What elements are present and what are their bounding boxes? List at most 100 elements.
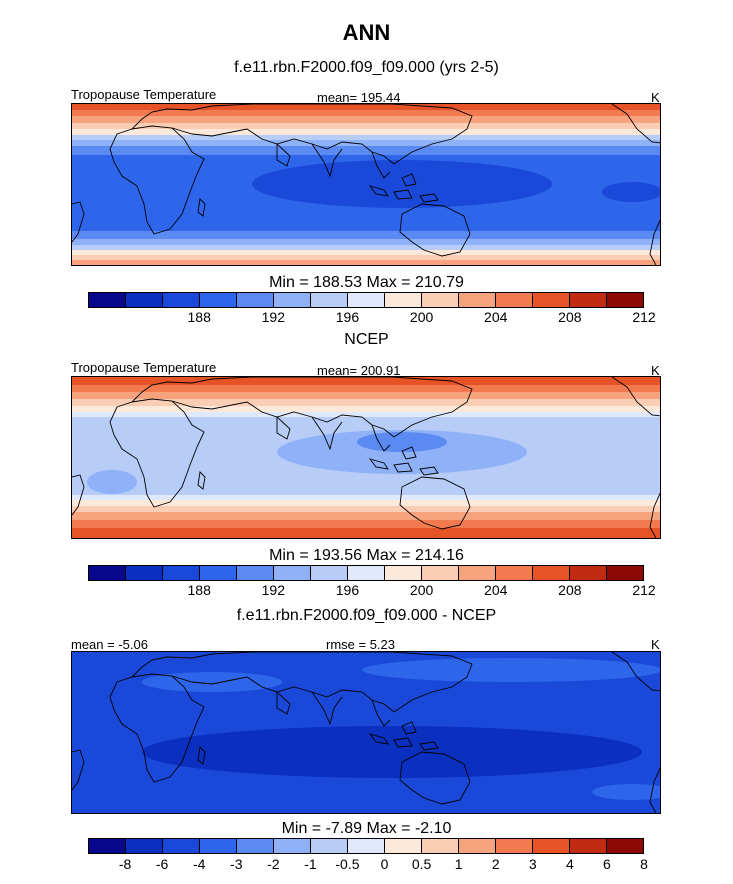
colorbar-temp-2 — [88, 565, 644, 581]
colorbar-tick-label: -0.5 — [335, 856, 360, 872]
contour-region — [87, 470, 137, 494]
contour-band — [72, 146, 660, 156]
coastline — [611, 652, 660, 813]
main-title: ANN — [342, 20, 391, 45]
contour-region — [357, 432, 447, 452]
coastline — [368, 185, 389, 197]
coastline — [419, 193, 439, 203]
coastline — [419, 466, 439, 476]
colorbar-swatch — [570, 839, 607, 853]
colorbar-tick-label: 208 — [558, 309, 582, 325]
coastline — [197, 198, 206, 217]
colorbar-swatch — [607, 566, 643, 580]
contour-band — [72, 250, 660, 256]
colorbar-tick-label: 208 — [558, 582, 582, 598]
colorbar-temp-1 — [88, 292, 644, 308]
colorbar-swatch — [89, 566, 126, 580]
colorbar-tick-label: 0.5 — [411, 856, 432, 872]
colorbar-tick-label: 200 — [409, 309, 434, 325]
colorbar-swatch — [274, 566, 311, 580]
panel3-stats: Min = -7.89 Max = -2.10 — [281, 820, 452, 837]
contour-band — [72, 116, 660, 124]
colorbar-swatch — [237, 566, 274, 580]
colorbar-swatch — [348, 293, 385, 307]
coastline — [131, 104, 473, 165]
colorbar-swatch — [385, 839, 422, 853]
panel2-map — [71, 376, 661, 539]
panel1-units: K — [651, 90, 660, 105]
colorbar-tick-label: 2 — [491, 856, 500, 872]
coastline — [368, 733, 389, 745]
colorbar-swatch — [348, 566, 385, 580]
colorbar-tick-label: 8 — [640, 856, 648, 872]
coastline — [276, 415, 291, 440]
colorbar-swatch — [274, 293, 311, 307]
contour-band — [72, 406, 660, 413]
coastline — [368, 458, 389, 470]
contour-region — [602, 182, 660, 202]
coastline — [276, 142, 291, 167]
colorbar-swatch — [89, 839, 126, 853]
colorbar-tick-label: 0 — [380, 856, 389, 872]
contour-band — [72, 500, 660, 507]
colorbar-swatch — [422, 839, 459, 853]
coastline — [72, 474, 85, 516]
coastline — [72, 201, 85, 243]
colorbar-tick-label: 1 — [454, 856, 463, 872]
colorbar-swatch — [163, 566, 200, 580]
colorbar-swatch — [311, 293, 348, 307]
panel2-stats: Min = 193.56 Max = 214.16 — [269, 547, 464, 564]
colorbar-swatch — [459, 293, 496, 307]
contour-region — [362, 658, 660, 682]
coastline — [611, 104, 660, 265]
colorbar-tick-label: 212 — [632, 582, 656, 598]
colorbar-swatch — [237, 293, 274, 307]
contour-band — [72, 520, 660, 529]
colorbar-swatch — [89, 293, 126, 307]
contour-band — [72, 399, 660, 407]
colorbar-swatch — [533, 566, 570, 580]
coastline — [393, 737, 413, 748]
colorbar-tick-label: 196 — [335, 309, 360, 325]
colorbar-swatch — [163, 839, 200, 853]
contour-band — [72, 231, 660, 240]
colorbar-swatch — [237, 839, 274, 853]
coastline — [371, 151, 391, 179]
panel3-map — [71, 651, 661, 814]
panel1-mean: mean= 195.44 — [317, 90, 401, 105]
colorbar-tick-label: 188 — [187, 309, 211, 325]
coastline — [131, 652, 473, 713]
colorbar-swatch — [126, 839, 163, 853]
coastline — [399, 476, 471, 530]
contour-band — [72, 412, 660, 418]
map-svg — [72, 652, 660, 813]
colorbar-tick-label: 4 — [565, 856, 574, 872]
coastline — [276, 690, 291, 715]
coastline — [311, 691, 343, 726]
contour-band — [72, 135, 660, 141]
colorbar-swatch — [126, 293, 163, 307]
coastline — [419, 741, 439, 751]
colorbar-temp-1-ticks: 188 192 196 200 204 208 212 — [88, 309, 656, 327]
colorbar-swatch — [533, 839, 570, 853]
coastline — [311, 416, 343, 451]
coastline — [197, 746, 206, 765]
contour-band — [72, 512, 660, 521]
panel3-units: K — [651, 637, 660, 652]
coastline — [393, 462, 413, 473]
panel1-title: f.e11.rbn.F2000.f09_f09.000 (yrs 2-5) — [234, 59, 499, 76]
colorbar-tick-label: -1 — [304, 856, 317, 872]
colorbar-swatch — [607, 839, 643, 853]
contour-band — [72, 495, 660, 501]
coastline — [401, 446, 417, 460]
colorbar-swatch — [459, 566, 496, 580]
contour-region — [142, 726, 642, 778]
colorbar-swatch — [348, 839, 385, 853]
coastline — [131, 377, 473, 438]
map-svg — [72, 104, 660, 265]
panel2-variable: Tropopause Temperature — [71, 360, 217, 375]
colorbar-swatch — [200, 293, 237, 307]
contour-band — [72, 110, 660, 117]
colorbar-tick-label: 212 — [632, 309, 656, 325]
colorbar-diff-ticks: -8 -6 -4 -3 -2 -1 -0.5 0 0.5 1 2 3 4 6 8 — [88, 856, 648, 874]
